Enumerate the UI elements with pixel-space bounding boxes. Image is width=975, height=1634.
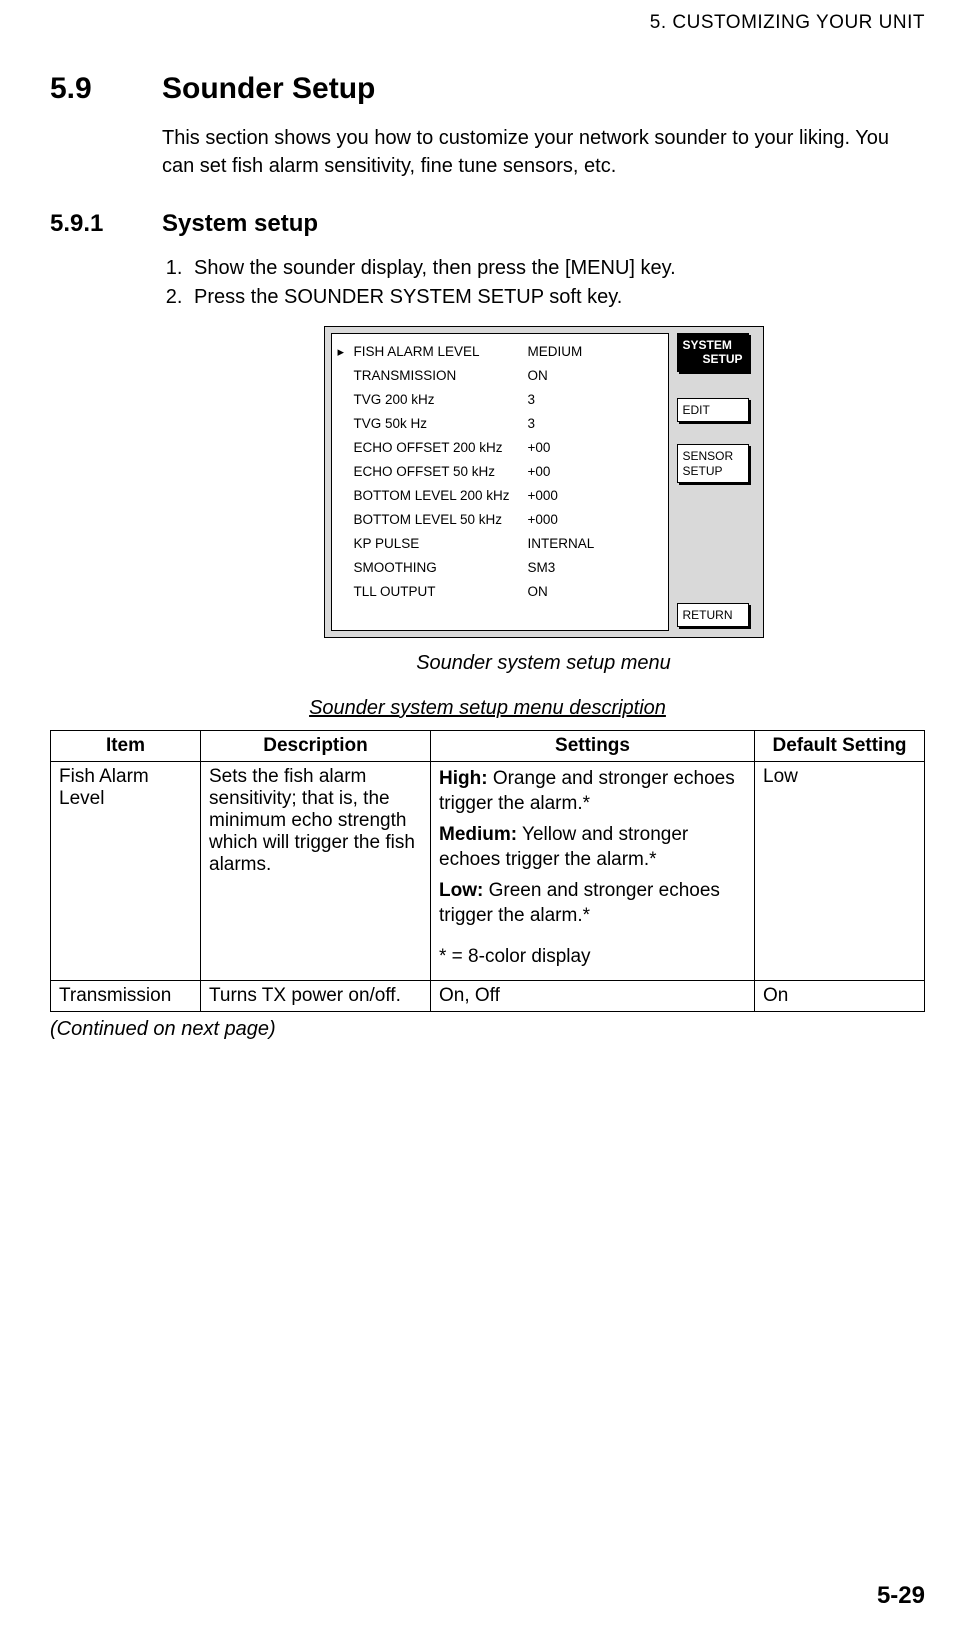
menu-item-value: 3 [528, 412, 536, 436]
menu-row: TRANSMISSION ON [338, 364, 660, 388]
menu-item-value: SM3 [528, 556, 556, 580]
section-heading: 5.9 Sounder Setup [50, 72, 925, 106]
settings-medium-label: Medium: [439, 824, 517, 845]
menu-item-label: TLL OUTPUT [354, 580, 528, 604]
step-item: Show the sounder display, then press the… [188, 254, 925, 283]
menu-item-value: +000 [528, 508, 558, 532]
header-description: Description [201, 731, 431, 762]
softkey-label: SETUP [683, 464, 743, 478]
subsection-heading: 5.9.1 System setup [50, 210, 925, 238]
menu-list: ▸ FISH ALARM LEVEL MEDIUM TRANSMISSION O… [331, 333, 669, 631]
menu-item-label: ECHO OFFSET 50 kHz [354, 460, 528, 484]
softkey-edit[interactable]: EDIT [677, 398, 749, 422]
table-header-row: Item Description Settings Default Settin… [51, 731, 925, 762]
menu-row: TVG 200 kHz 3 [338, 388, 660, 412]
menu-item-value: ON [528, 364, 548, 388]
table-row: Fish Alarm Level Sets the fish alarm sen… [51, 762, 925, 981]
menu-item-value: +00 [528, 460, 551, 484]
menu-item-value: 3 [528, 388, 536, 412]
softkey-label: EDIT [683, 403, 710, 417]
menu-row: ▸ FISH ALARM LEVEL MEDIUM [338, 340, 660, 364]
menu-row: KP PULSE INTERNAL [338, 532, 660, 556]
menu-row: SMOOTHING SM3 [338, 556, 660, 580]
figure-caption: Sounder system setup menu [162, 652, 925, 675]
running-header: 5. CUSTOMIZING YOUR UNIT [50, 12, 925, 34]
settings-note: * = 8-color display [439, 944, 746, 969]
description-table: Item Description Settings Default Settin… [50, 730, 925, 1012]
menu-panel: ▸ FISH ALARM LEVEL MEDIUM TRANSMISSION O… [324, 326, 764, 638]
settings-high-label: High: [439, 768, 488, 789]
subsection-title: System setup [162, 210, 318, 238]
menu-item-label: KP PULSE [354, 532, 528, 556]
section-number: 5.9 [50, 72, 162, 106]
softkey-system-setup[interactable]: SYSTEM SETUP [677, 333, 749, 372]
continued-note: (Continued on next page) [50, 1018, 925, 1041]
step-item: Press the SOUNDER SYSTEM SETUP soft key. [188, 283, 925, 312]
header-item: Item [51, 731, 201, 762]
cell-item: Fish Alarm Level [51, 762, 201, 981]
menu-item-label: TVG 200 kHz [354, 388, 528, 412]
softkey-return[interactable]: RETURN [677, 603, 749, 627]
menu-row: BOTTOM LEVEL 50 kHz +000 [338, 508, 660, 532]
menu-item-value: +00 [528, 436, 551, 460]
menu-item-label: TVG 50k Hz [354, 412, 528, 436]
menu-item-label: ECHO OFFSET 200 kHz [354, 436, 528, 460]
menu-item-value: ON [528, 580, 548, 604]
menu-item-label: TRANSMISSION [354, 364, 528, 388]
softkey-column: SYSTEM SETUP EDIT SENSOR SETUP RETURN [669, 327, 763, 637]
table-caption: Sounder system setup menu description [50, 697, 925, 720]
softkey-label: SENSOR [683, 449, 743, 463]
softkey-sensor-setup[interactable]: SENSOR SETUP [677, 444, 749, 483]
cell-settings: On, Off [431, 980, 755, 1011]
cell-item: Transmission [51, 980, 201, 1011]
menu-row: TVG 50k Hz 3 [338, 412, 660, 436]
menu-row: ECHO OFFSET 50 kHz +00 [338, 460, 660, 484]
cell-description: Sets the fish alarm sensitivity; that is… [201, 762, 431, 981]
menu-row: TLL OUTPUT ON [338, 580, 660, 604]
menu-item-label: BOTTOM LEVEL 200 kHz [354, 484, 528, 508]
pointer-icon: ▸ [338, 340, 354, 363]
cell-default: On [755, 980, 925, 1011]
settings-low-label: Low: [439, 880, 483, 901]
header-default: Default Setting [755, 731, 925, 762]
menu-figure: ▸ FISH ALARM LEVEL MEDIUM TRANSMISSION O… [324, 326, 764, 638]
softkey-label: SETUP [683, 352, 743, 366]
menu-item-label: BOTTOM LEVEL 50 kHz [354, 508, 528, 532]
menu-item-value: INTERNAL [528, 532, 595, 556]
softkey-label: SYSTEM [683, 338, 743, 352]
menu-row: ECHO OFFSET 200 kHz +00 [338, 436, 660, 460]
section-intro: This section shows you how to customize … [162, 124, 925, 180]
table-row: Transmission Turns TX power on/off. On, … [51, 980, 925, 1011]
menu-item-label: FISH ALARM LEVEL [354, 340, 528, 364]
menu-item-value: +000 [528, 484, 558, 508]
menu-item-label: SMOOTHING [354, 556, 528, 580]
page: 5. CUSTOMIZING YOUR UNIT 5.9 Sounder Set… [0, 0, 975, 1634]
cell-default: Low [755, 762, 925, 981]
page-number: 5-29 [877, 1582, 925, 1610]
steps-list: Show the sounder display, then press the… [162, 254, 925, 312]
cell-description: Turns TX power on/off. [201, 980, 431, 1011]
menu-row: BOTTOM LEVEL 200 kHz +000 [338, 484, 660, 508]
section-title: Sounder Setup [162, 72, 375, 106]
menu-item-value: MEDIUM [528, 340, 583, 364]
subsection-number: 5.9.1 [50, 210, 162, 238]
header-settings: Settings [431, 731, 755, 762]
cell-settings: High: Orange and stronger echoes trigger… [431, 762, 755, 981]
softkey-label: RETURN [683, 608, 733, 622]
